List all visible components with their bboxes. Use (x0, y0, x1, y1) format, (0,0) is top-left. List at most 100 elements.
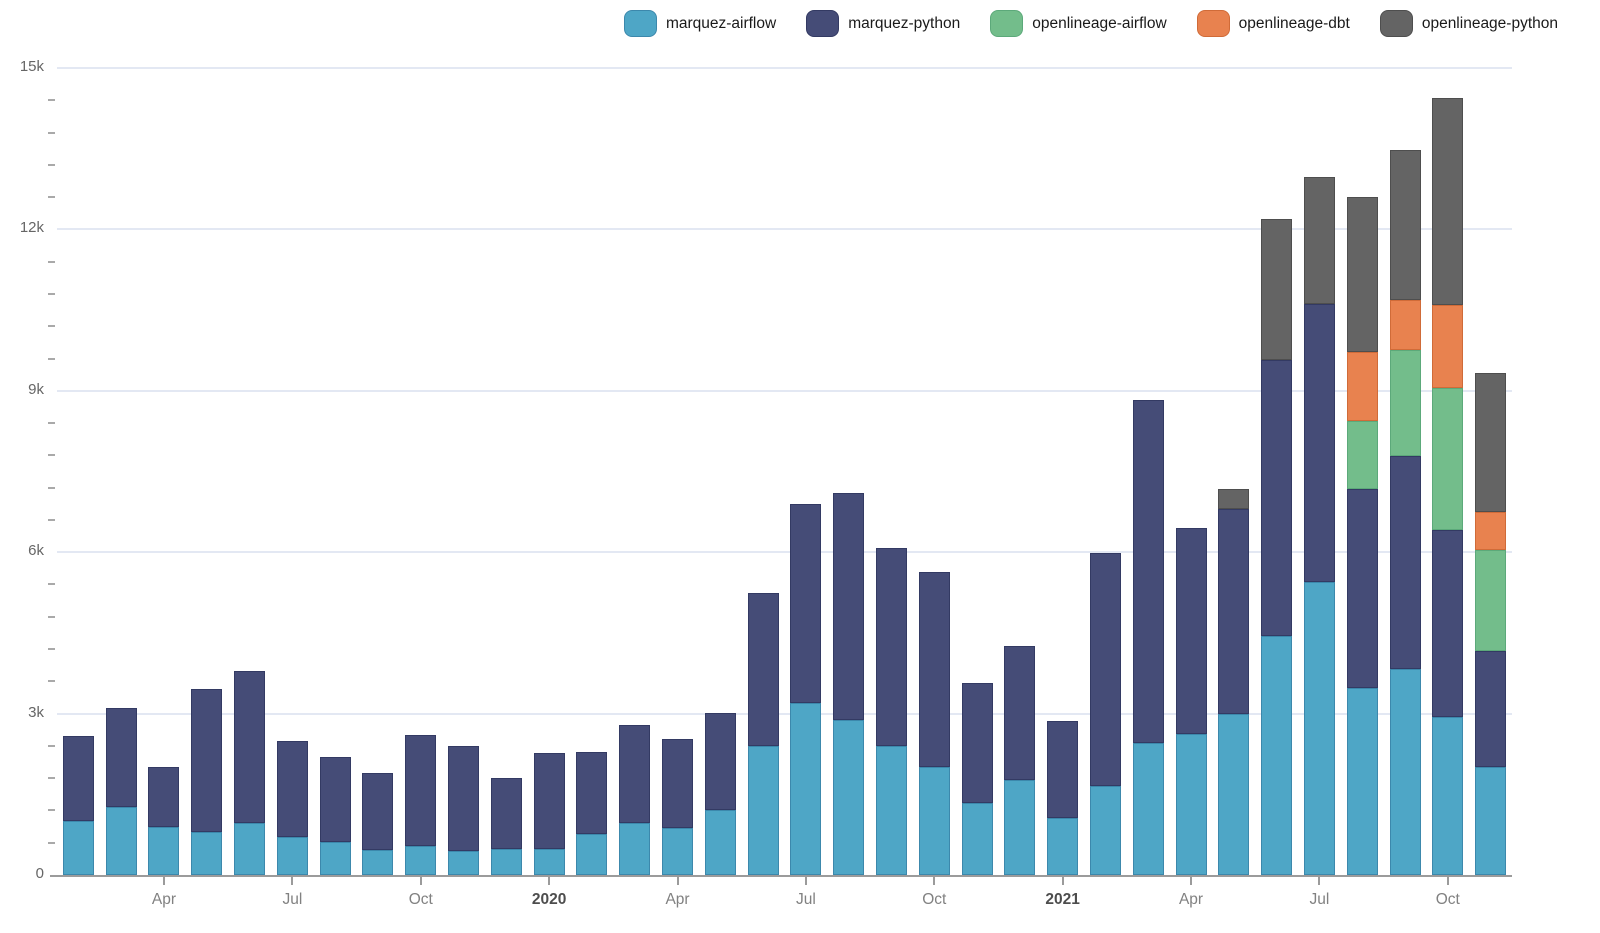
bar-segment-marquez-python[interactable] (1175, 527, 1207, 734)
x-tick-label: Apr (665, 891, 690, 908)
bar-segment-marquez-python[interactable] (1047, 720, 1079, 818)
x-tick-label: Jul (282, 891, 303, 908)
legend-swatch-icon (1379, 10, 1413, 37)
bar-segment-marquez-airflow[interactable] (191, 832, 223, 875)
bar-segment-marquez-airflow[interactable] (961, 803, 993, 875)
bar-segment-marquez-airflow[interactable] (448, 850, 480, 875)
bar-segment-marquez-airflow[interactable] (1475, 767, 1507, 875)
bar-segment-marquez-airflow[interactable] (148, 827, 180, 875)
bar-segment-marquez-airflow[interactable] (1132, 743, 1164, 875)
bar-segment-marquez-python[interactable] (790, 504, 822, 704)
bar-segment-marquez-python[interactable] (234, 671, 266, 823)
bar-segment-marquez-python[interactable] (148, 766, 180, 828)
bar-segment-marquez-python[interactable] (62, 736, 94, 822)
bar-segment-marquez-python[interactable] (961, 682, 993, 804)
bar-segment-marquez-airflow[interactable] (234, 822, 266, 875)
bar-segment-marquez-python[interactable] (448, 746, 480, 851)
bar-segment-openlineage-dbt[interactable] (1346, 351, 1378, 421)
bar-segment-marquez-airflow[interactable] (533, 848, 565, 875)
bar-segment-marquez-airflow[interactable] (790, 703, 822, 875)
bar-segment-marquez-airflow[interactable] (405, 846, 437, 875)
bar-segment-marquez-airflow[interactable] (1218, 713, 1250, 875)
bar-segment-openlineage-python[interactable] (1303, 177, 1335, 304)
bar-segment-marquez-airflow[interactable] (1432, 716, 1464, 875)
bar-segment-marquez-airflow[interactable] (747, 746, 779, 875)
bar-segment-marquez-airflow[interactable] (319, 841, 351, 875)
legend-item-marquez-python[interactable]: marquez-python (806, 10, 960, 37)
bar-segment-marquez-python[interactable] (704, 712, 736, 811)
bar-segment-marquez-python[interactable] (833, 493, 865, 720)
bar-segment-marquez-python[interactable] (1346, 489, 1378, 688)
bar-segment-openlineage-python[interactable] (1218, 488, 1250, 509)
bar-segment-openlineage-airflow[interactable] (1346, 420, 1378, 490)
bar-segment-marquez-airflow[interactable] (1047, 817, 1079, 875)
bar-segment-marquez-airflow[interactable] (662, 827, 693, 875)
y-gridline (57, 551, 1512, 554)
bar-segment-openlineage-python[interactable] (1475, 373, 1507, 512)
bar-segment-openlineage-python[interactable] (1389, 149, 1421, 300)
bar-segment-marquez-python[interactable] (918, 571, 950, 767)
bar-segment-marquez-python[interactable] (533, 752, 565, 849)
bar-segment-openlineage-airflow[interactable] (1475, 549, 1507, 652)
bar-segment-marquez-airflow[interactable] (1089, 786, 1121, 875)
bar-segment-marquez-airflow[interactable] (576, 833, 608, 875)
bar-segment-marquez-airflow[interactable] (62, 821, 94, 875)
y-tick-label: 0 (35, 865, 44, 882)
bar-segment-openlineage-python[interactable] (1432, 97, 1464, 305)
legend-item-openlineage-airflow[interactable]: openlineage-airflow (990, 10, 1167, 37)
bar-segment-marquez-python[interactable] (1261, 359, 1293, 637)
bar-segment-marquez-python[interactable] (747, 592, 779, 747)
x-tick-label: Jul (1309, 891, 1330, 908)
bar-segment-marquez-python[interactable] (105, 708, 137, 807)
bar-segment-marquez-python[interactable] (1132, 400, 1164, 744)
y-minor-tick (48, 744, 55, 747)
bar-segment-marquez-airflow[interactable] (1004, 780, 1036, 875)
bar-segment-marquez-airflow[interactable] (276, 836, 308, 875)
bar-segment-marquez-airflow[interactable] (1346, 687, 1378, 875)
bar-segment-marquez-airflow[interactable] (1175, 733, 1207, 875)
x-axis-tick (162, 877, 165, 885)
bar-segment-marquez-python[interactable] (405, 734, 437, 847)
bar-segment-marquez-airflow[interactable] (833, 719, 865, 875)
bar-segment-marquez-python[interactable] (1218, 508, 1250, 714)
bar-segment-marquez-python[interactable] (362, 772, 394, 850)
bar-segment-marquez-python[interactable] (576, 751, 608, 834)
bar-segment-marquez-python[interactable] (1389, 456, 1421, 669)
bar-segment-marquez-airflow[interactable] (1261, 636, 1293, 875)
bar-segment-marquez-python[interactable] (276, 740, 308, 837)
bar-segment-marquez-python[interactable] (1432, 530, 1464, 717)
legend-item-openlineage-dbt[interactable]: openlineage-dbt (1196, 10, 1350, 37)
bar-segment-marquez-airflow[interactable] (490, 849, 522, 875)
bar-segment-marquez-python[interactable] (619, 725, 651, 824)
bar-segment-marquez-python[interactable] (1303, 303, 1335, 583)
legend: marquez-airflow marquez-python openlineage… (623, 10, 1558, 37)
bar-segment-marquez-python[interactable] (1089, 553, 1121, 787)
bar-segment-openlineage-dbt[interactable] (1432, 304, 1464, 389)
bar-segment-openlineage-python[interactable] (1261, 219, 1293, 360)
bar-segment-marquez-python[interactable] (191, 689, 223, 833)
bar-segment-marquez-airflow[interactable] (105, 806, 137, 875)
bar-segment-openlineage-airflow[interactable] (1432, 388, 1464, 531)
bar-segment-openlineage-airflow[interactable] (1389, 350, 1421, 457)
bar-segment-marquez-airflow[interactable] (619, 823, 651, 875)
bar-segment-marquez-python[interactable] (319, 757, 351, 842)
bar-segment-marquez-airflow[interactable] (875, 746, 907, 875)
legend-item-marquez-airflow[interactable]: marquez-airflow (623, 10, 776, 37)
bar-segment-marquez-airflow[interactable] (1303, 582, 1335, 875)
bar-segment-marquez-airflow[interactable] (704, 810, 736, 875)
bar-segment-marquez-python[interactable] (875, 547, 907, 747)
bar-segment-openlineage-dbt[interactable] (1475, 511, 1507, 550)
bar-segment-marquez-airflow[interactable] (362, 849, 394, 875)
bar-segment-marquez-airflow[interactable] (918, 766, 950, 875)
legend-item-openlineage-python[interactable]: openlineage-python (1379, 10, 1558, 37)
y-gridline (57, 228, 1512, 231)
bar-segment-marquez-python[interactable] (1004, 645, 1036, 781)
bar-segment-openlineage-dbt[interactable] (1389, 299, 1421, 351)
bar-segment-openlineage-python[interactable] (1346, 197, 1378, 352)
bar-segment-marquez-python[interactable] (1475, 651, 1507, 768)
bar-segment-marquez-python[interactable] (662, 738, 693, 828)
bar-segment-marquez-airflow[interactable] (1389, 668, 1421, 875)
y-minor-tick (48, 163, 55, 166)
bar-segment-marquez-python[interactable] (490, 777, 522, 850)
y-tick-label: 3k (28, 703, 44, 721)
